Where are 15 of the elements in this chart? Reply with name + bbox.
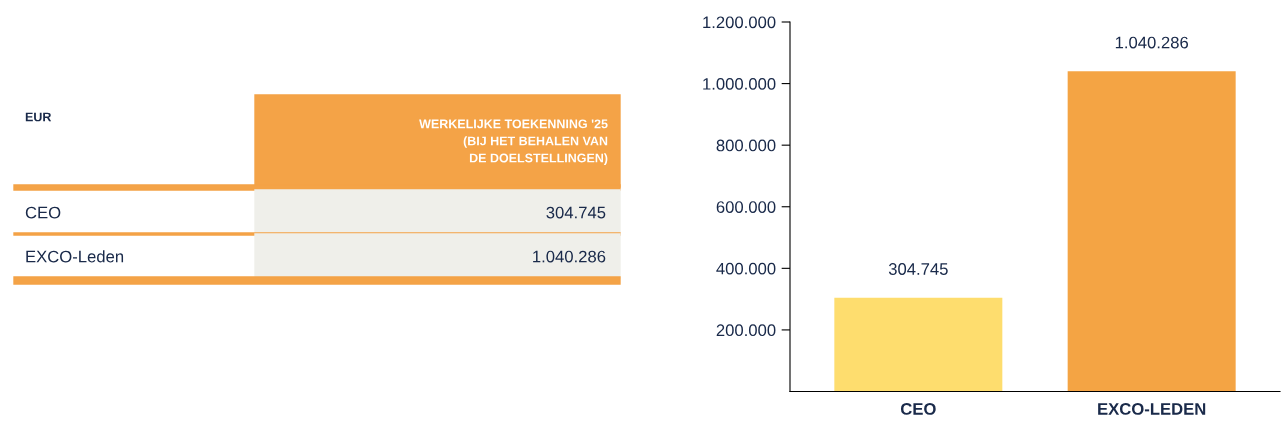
- category-label: EXCO-Leden: [26, 250, 124, 263]
- data-label: 304.745: [888, 263, 948, 275]
- data-label: 1.040.286: [533, 250, 606, 263]
- y-tick-label: 1.200.000: [703, 16, 776, 29]
- text: WERKELIJKE TOEKENNING '25 (BIJ HET BEHALEN VAN DE DOELSTELLINGEN): [419, 119, 608, 165]
- y-tick-label: 400.000: [716, 262, 776, 275]
- y-tick-label: 800.000: [716, 139, 776, 152]
- data-label: 1.040.286: [1115, 36, 1189, 49]
- category-label: CEO: [25, 206, 61, 219]
- y-tick-label: 1.000.000: [703, 77, 776, 90]
- text: EUR: [25, 112, 52, 122]
- data-label: 304.745: [546, 206, 606, 219]
- y-tick-label: 200.000: [716, 324, 776, 337]
- y-tick-label: 600.000: [716, 201, 776, 213]
- x-tick-label: EXCO-LEDEN: [1098, 403, 1206, 415]
